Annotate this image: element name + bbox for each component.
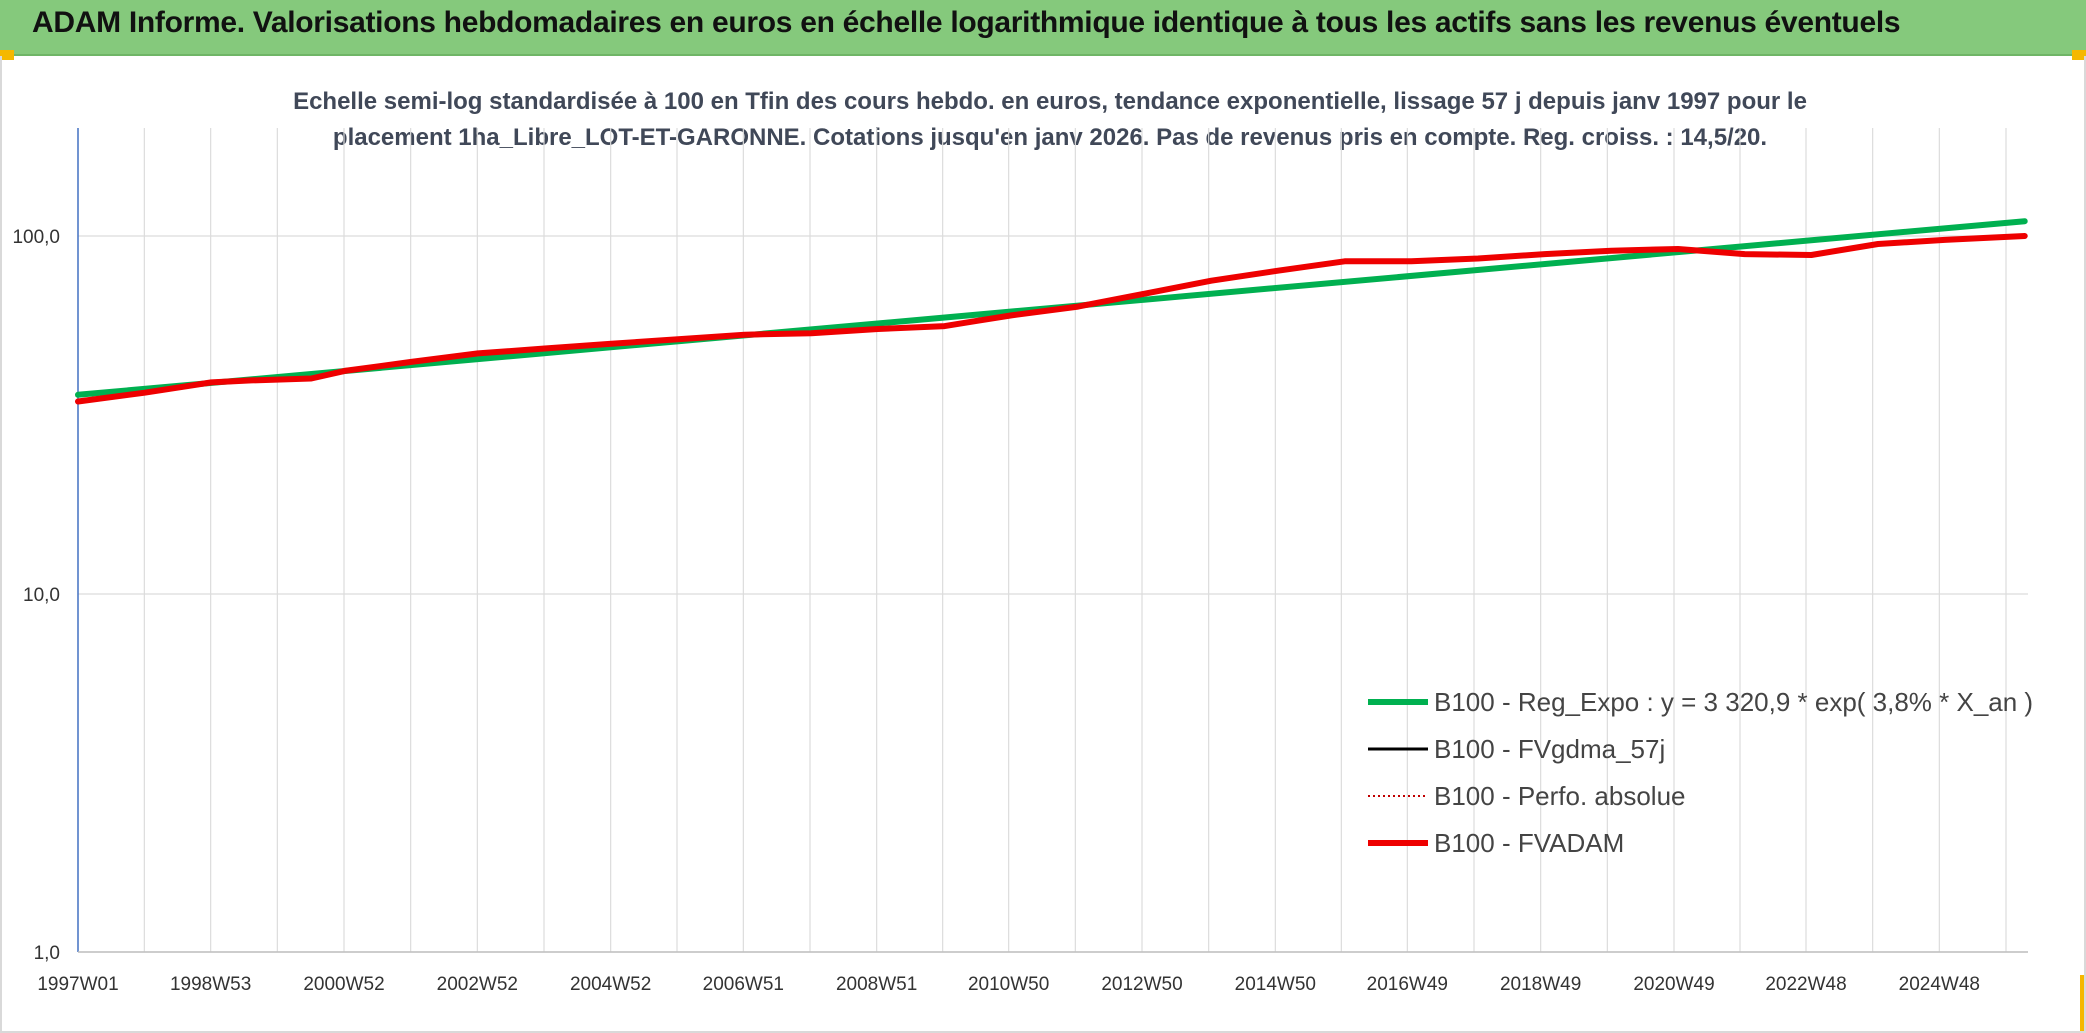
legend-label-2: B100 - Perfo. absolue: [1434, 781, 1686, 811]
y-tick-label: 1,0: [34, 943, 60, 964]
chart-frame: [0, 56, 2086, 1033]
x-tick-label: 2002W52: [437, 974, 518, 995]
x-tick-label: 2022W48: [1765, 974, 1846, 995]
x-tick-label: 1997W01: [37, 974, 118, 995]
x-tick-label: 2014W50: [1235, 974, 1316, 995]
x-tick-label: 2020W49: [1633, 974, 1714, 995]
x-tick-label: 2012W50: [1101, 974, 1182, 995]
report-title: ADAM Informe. Valorisations hebdomadaire…: [32, 6, 1901, 39]
x-tick-label: 2006W51: [703, 974, 784, 995]
x-tick-label: 2010W50: [968, 974, 1049, 995]
series-line-3: [75, 233, 2028, 405]
corner-accent-top-left: [0, 50, 14, 60]
report-header: ADAM Informe. Valorisations hebdomadaire…: [0, 0, 2086, 56]
legend-label-1: B100 - FVgdma_57j: [1434, 734, 1665, 764]
y-tick-label: 10,0: [23, 585, 60, 606]
x-tick-label: 2000W52: [303, 974, 384, 995]
x-tick-label: 2004W52: [570, 974, 651, 995]
chart-title: Echelle semi-log standardisée à 100 en T…: [293, 88, 1807, 151]
legend-label-0: B100 - Reg_Expo : y = 3 320,9 * exp( 3,8…: [1434, 687, 2033, 717]
x-tick-label: 2018W49: [1500, 974, 1581, 995]
y-tick-label: 100,0: [12, 227, 60, 248]
corner-accent-top-right: [2072, 50, 2086, 60]
x-tick-label: 2008W51: [836, 974, 917, 995]
x-tick-label: 2024W48: [1899, 974, 1980, 995]
x-tick-label: 1998W53: [170, 974, 251, 995]
corner-accent-bottom-right: [2080, 975, 2086, 1033]
legend-label-3: B100 - FVADAM: [1434, 828, 1624, 858]
x-tick-label: 2016W49: [1367, 974, 1448, 995]
